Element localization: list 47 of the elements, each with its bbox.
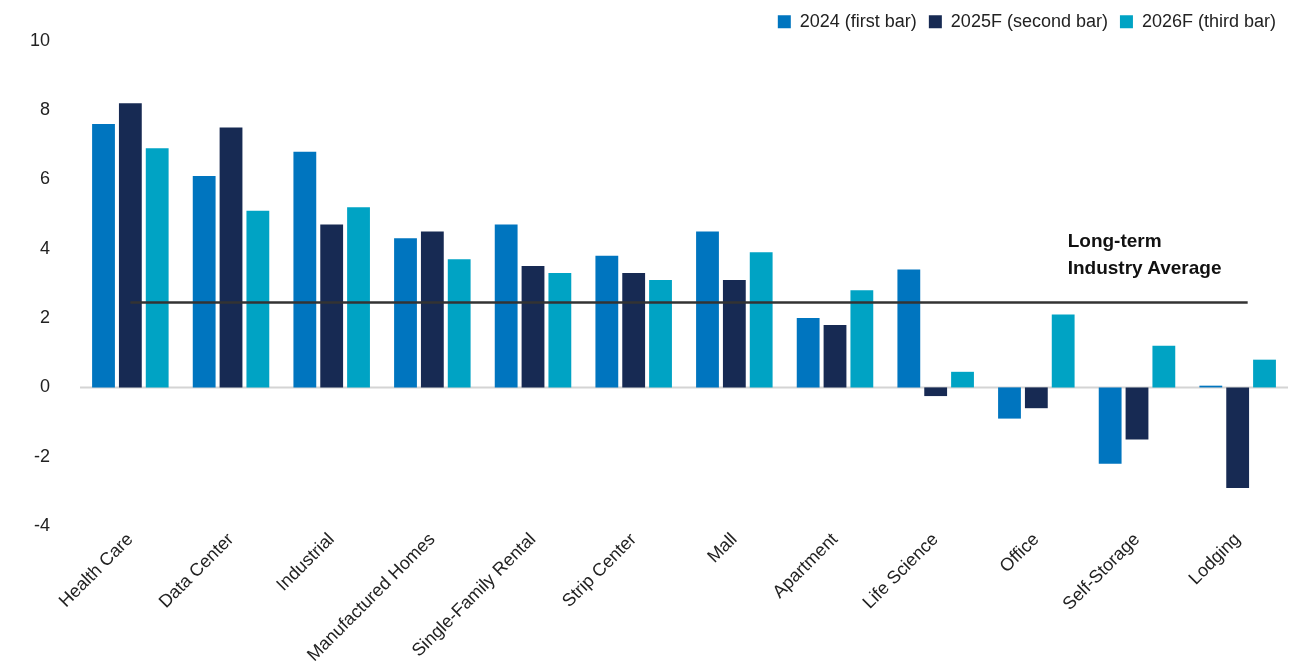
bar: [1051, 314, 1075, 388]
bar: [1253, 359, 1276, 388]
bar: [494, 224, 518, 388]
bar: [293, 151, 317, 388]
bar: [219, 127, 243, 388]
y-tick-label: 8: [40, 99, 51, 120]
bar: [1125, 387, 1149, 440]
y-tick-label: 6: [40, 168, 51, 189]
bar: [394, 238, 417, 388]
bar: [622, 273, 646, 388]
bar: [548, 273, 572, 388]
y-tick-label: -2: [34, 445, 51, 466]
bar: [1098, 387, 1122, 464]
legend-label: 2025F (second bar): [950, 10, 1108, 31]
legend-label: 2024 (first bar): [799, 10, 917, 31]
bar: [823, 325, 847, 388]
bar: [420, 231, 444, 388]
ref-line-label: Long-term Industry Average: [1067, 230, 1222, 279]
bar: [1024, 387, 1048, 409]
bar: [1226, 387, 1250, 488]
bar: [951, 371, 974, 388]
bar: [347, 207, 370, 388]
bar: [998, 387, 1021, 419]
bar: [92, 123, 115, 388]
bar: [897, 269, 921, 388]
bar: [649, 279, 672, 388]
legend-label: 2026F (third bar): [1141, 10, 1276, 31]
bar: [722, 279, 746, 388]
bar: [192, 175, 216, 388]
bar: [1152, 345, 1176, 388]
bar: [145, 148, 169, 388]
bar: [246, 210, 270, 388]
bar: [924, 387, 948, 397]
y-tick-label: 10: [29, 29, 51, 50]
bar: [521, 266, 545, 388]
y-tick-label: 2: [40, 307, 51, 328]
bar: [696, 231, 719, 388]
y-tick-label: -4: [34, 515, 51, 536]
bar: [796, 318, 820, 388]
bar: [850, 290, 874, 388]
bar: [320, 224, 344, 388]
y-tick-label: 4: [40, 237, 51, 258]
bar: [749, 252, 773, 388]
y-tick-label: 0: [40, 376, 51, 397]
bar: [447, 259, 471, 388]
bar: [118, 103, 142, 388]
bar: [595, 255, 619, 388]
